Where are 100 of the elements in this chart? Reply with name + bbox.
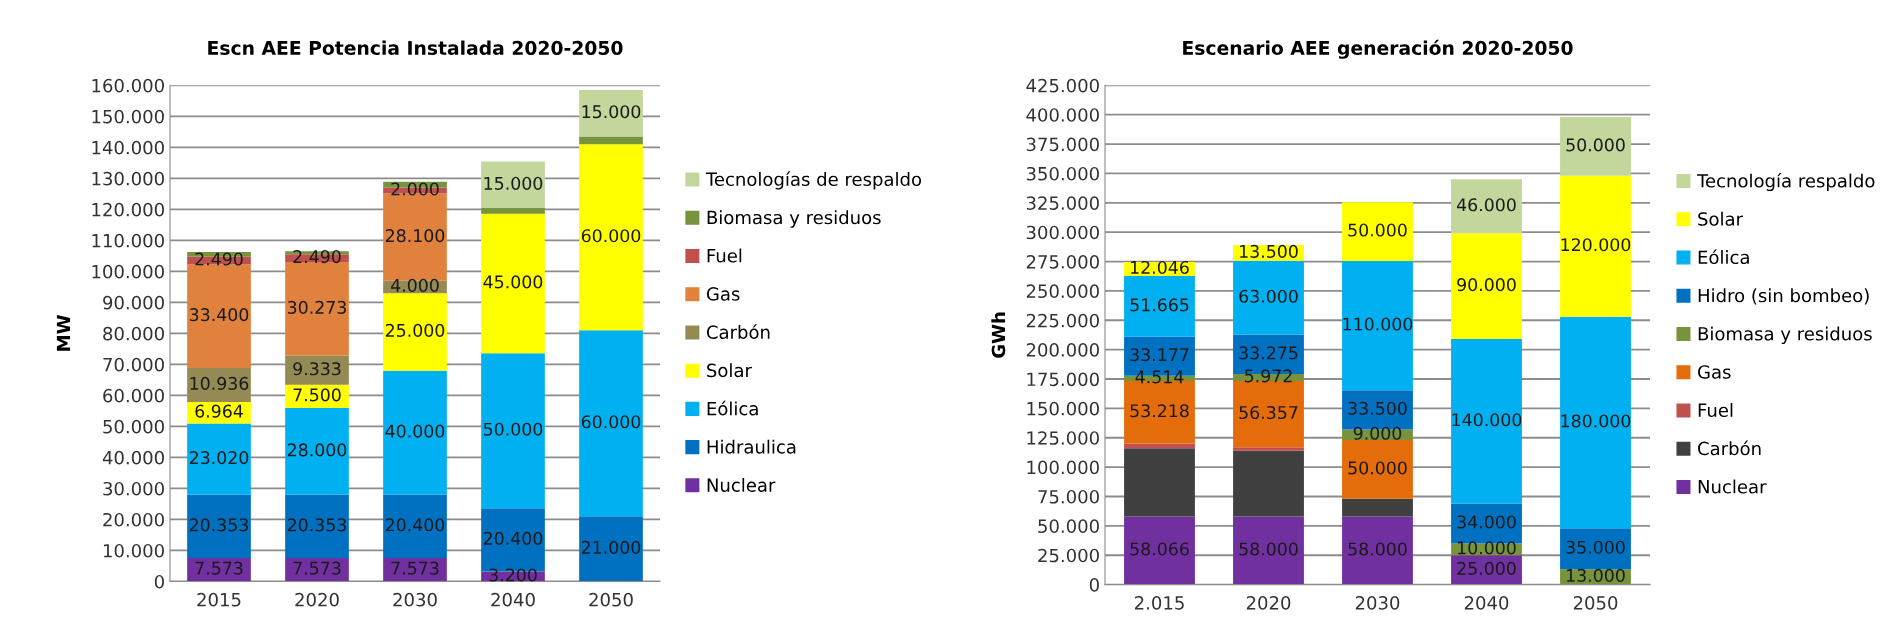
legend-label: Tecnología respaldo (1696, 172, 1875, 192)
y-tick-label: 40.000 (102, 450, 164, 465)
data-label: 34.000 (1457, 515, 1516, 529)
data-label: 7.500 (293, 388, 341, 402)
bar (1124, 276, 1195, 337)
y-tick-label: 110.000 (92, 233, 164, 248)
data-label: 58.000 (1348, 542, 1407, 556)
legend-label: Gas (1698, 365, 1731, 379)
chart-title: Escn AEE Potencia Instalada 2020-2050 (208, 40, 623, 56)
data-label: 20.353 (189, 518, 248, 532)
data-label: 15.000 (582, 105, 641, 119)
y-tick-label: 100.000 (1027, 460, 1099, 475)
y-tick-label: 50.000 (1038, 519, 1099, 533)
data-label: 10.000 (1458, 541, 1516, 555)
bar (187, 494, 251, 558)
y-tick-label: 225.000 (1026, 313, 1099, 328)
data-label: 60.000 (581, 415, 641, 429)
data-label: 28.100 (385, 229, 445, 243)
data-label: 13.000 (1567, 568, 1625, 582)
y-tick-label: 10.000 (103, 543, 164, 558)
legend-label: Solar (1698, 211, 1744, 226)
bar (1342, 440, 1413, 499)
x-tick-label: 2.015 (1134, 596, 1184, 610)
y-tick-label: 325.000 (1026, 196, 1099, 210)
data-label: 60.000 (581, 229, 641, 243)
x-tick-label: 2020 (295, 592, 339, 607)
bar (1451, 233, 1522, 340)
legend-label: Gas (706, 287, 740, 301)
data-label: 9.000 (1353, 426, 1402, 440)
data-label: 12.046 (1131, 260, 1189, 275)
bar (481, 208, 545, 214)
y-tick-label: 20.000 (103, 512, 164, 527)
data-label: 50.000 (1566, 138, 1625, 152)
data-label: 7.573 (293, 561, 341, 575)
data-label: 6.964 (195, 404, 243, 418)
y-axis-title: MW (56, 315, 71, 351)
y-tick-label: 300.000 (1026, 225, 1099, 240)
bar (285, 355, 349, 385)
bar (1124, 516, 1195, 585)
data-label: 20.400 (385, 518, 445, 532)
data-label: 4.000 (391, 278, 439, 292)
y-tick-label: 0 (1089, 578, 1099, 592)
data-label: 180.000 (1561, 414, 1631, 428)
data-label: 63.000 (1239, 289, 1298, 303)
data-label: 110.000 (1343, 317, 1413, 331)
data-label: 7.573 (195, 561, 243, 575)
x-tick-label: 2015 (197, 592, 241, 607)
bar (579, 516, 643, 582)
legend-label: Eólica (1698, 249, 1749, 265)
data-label: 120.000 (1561, 238, 1631, 252)
data-label: 90.000 (1457, 278, 1516, 292)
legend-label: Hidro (sin bombeo) (1698, 288, 1869, 305)
y-tick-label: 25.000 (1038, 548, 1099, 563)
bar (1233, 516, 1304, 585)
data-label: 58.066 (1130, 542, 1189, 556)
bar (1342, 260, 1413, 391)
bar (579, 144, 643, 331)
y-tick-label: 100.000 (92, 264, 164, 279)
bar (187, 264, 251, 368)
bar (383, 494, 447, 558)
y-tick-label: 140.000 (92, 140, 164, 155)
legend-label: Tecnologías de respaldo (705, 171, 922, 190)
legend-label: Nuclear (1698, 479, 1767, 494)
bar (1451, 339, 1522, 504)
y-tick-label: 150.000 (1027, 401, 1099, 416)
bar (1560, 528, 1631, 570)
bar (579, 330, 643, 517)
data-label: 25.000 (1457, 561, 1516, 575)
y-tick-label: 130.000 (92, 171, 164, 186)
data-label: 2.490 (195, 252, 243, 266)
data-label: 56.357 (1239, 405, 1298, 420)
x-tick-label: 2040 (1464, 596, 1509, 610)
chart-title: Escenario AEE generación 2020-2050 (1183, 39, 1573, 59)
y-tick-label: 75.000 (1038, 489, 1099, 504)
data-label: 20.353 (287, 518, 346, 532)
legend-label: Solar (707, 363, 752, 378)
data-label: 10.936 (190, 376, 249, 390)
y-tick-label: 90.000 (103, 295, 164, 310)
y-tick-label: 50.000 (103, 419, 164, 434)
bar (187, 367, 251, 402)
data-label: 2.490 (293, 250, 341, 264)
data-label: 23.020 (189, 451, 249, 465)
data-label: 33.400 (189, 308, 249, 322)
bar (1560, 316, 1631, 529)
bar (383, 370, 447, 495)
bar (1233, 450, 1304, 517)
data-label: 50.000 (483, 422, 543, 436)
data-label: 25.000 (385, 323, 445, 337)
bar (1560, 117, 1631, 176)
y-tick-label: 425.000 (1026, 78, 1099, 93)
data-label: 40.000 (385, 424, 445, 438)
data-label: 15.000 (484, 176, 543, 190)
x-tick-label: 2020 (1246, 596, 1291, 610)
data-label: 50.000 (1348, 223, 1407, 237)
y-tick-label: 125.000 (1027, 431, 1099, 445)
data-label: 21.000 (581, 540, 641, 554)
data-label: 33.275 (1239, 346, 1298, 360)
data-label: 9.333 (293, 362, 341, 376)
bar (285, 494, 349, 558)
bar (1124, 448, 1195, 517)
